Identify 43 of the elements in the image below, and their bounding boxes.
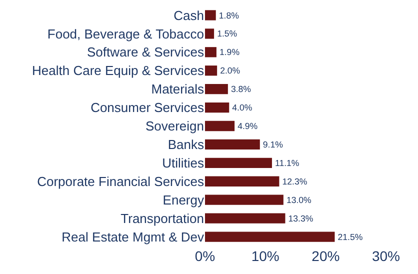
bar bbox=[205, 213, 286, 224]
data-label: 13.0% bbox=[286, 194, 312, 205]
data-label: 12.3% bbox=[282, 176, 308, 186]
data-label: 1.8% bbox=[218, 10, 240, 20]
y-tick-label: Energy bbox=[162, 192, 204, 208]
y-tick-label: Food, Beverage & Tobacco bbox=[47, 26, 204, 42]
bar bbox=[205, 158, 272, 168]
x-tick-label: 10% bbox=[251, 248, 280, 264]
y-tick-label: Software & Services bbox=[86, 44, 204, 60]
bar bbox=[205, 66, 218, 76]
data-label: 4.9% bbox=[238, 121, 258, 132]
data-label: 21.5% bbox=[338, 232, 363, 242]
data-label: 1.5% bbox=[217, 28, 238, 39]
y-tick-label: Utilities bbox=[162, 155, 204, 170]
x-tick-label: 30% bbox=[372, 248, 400, 264]
bar bbox=[205, 84, 228, 94]
bar bbox=[205, 102, 230, 113]
y-tick-label: Health Care Equip & Services bbox=[32, 63, 204, 78]
data-label: 9.1% bbox=[262, 140, 284, 150]
x-tick-label: 20% bbox=[312, 248, 340, 264]
data-label: 11.1% bbox=[274, 158, 300, 168]
y-tick-label: Banks bbox=[168, 137, 204, 152]
data-label: 3.8% bbox=[230, 84, 252, 94]
y-tick-label: Transportation bbox=[120, 210, 204, 226]
data-label: 4.0% bbox=[232, 102, 252, 113]
y-tick-label: Consumer Services bbox=[90, 100, 204, 116]
data-label: 2.0% bbox=[220, 66, 240, 76]
y-tick-label: Cash bbox=[174, 8, 204, 23]
bar bbox=[205, 120, 235, 132]
y-tick-label: Real Estate Mgmt & Dev bbox=[62, 229, 204, 244]
y-tick-label: Sovereign bbox=[145, 118, 204, 134]
bar bbox=[205, 176, 280, 186]
bar bbox=[205, 139, 260, 150]
bar bbox=[205, 232, 335, 242]
y-tick-label: Corporate Financial Services bbox=[37, 174, 204, 189]
x-tick-label: 0% bbox=[194, 248, 216, 264]
bar bbox=[205, 194, 284, 205]
bar bbox=[205, 47, 216, 58]
data-label: 13.3% bbox=[288, 213, 314, 224]
bar bbox=[205, 10, 216, 20]
bar bbox=[205, 28, 214, 39]
data-label: 1.9% bbox=[219, 47, 240, 58]
y-tick-label: Materials bbox=[151, 82, 204, 97]
